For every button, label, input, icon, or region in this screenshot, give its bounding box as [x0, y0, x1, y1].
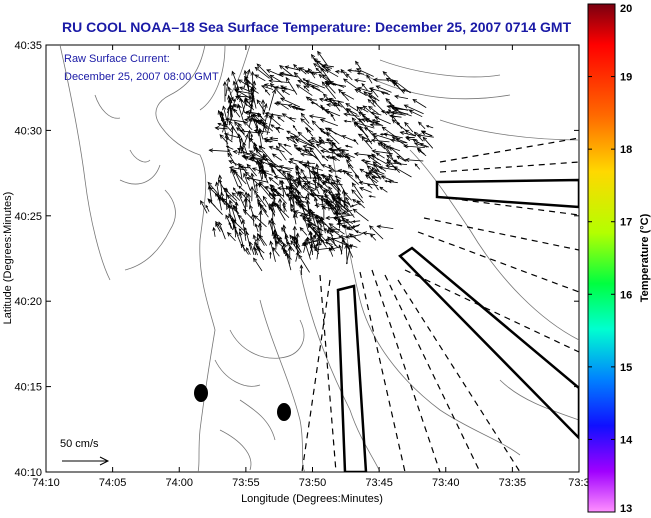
scale-arrow [62, 456, 110, 466]
y-tick-label: 40:10 [14, 467, 42, 479]
radar-dashed-lines [301, 137, 579, 472]
x-tick-label: 73:40 [432, 477, 460, 489]
x-tick-label: 73:55 [232, 477, 260, 489]
colorbar-tick-label: 14 [620, 434, 633, 446]
y-tick-label: 40:15 [14, 382, 42, 394]
colorbar-label: Temperature (°C) [639, 213, 651, 302]
x-axis-label: Longitude (Degrees:Minutes) [241, 493, 383, 505]
colorbar-tick-label: 16 [620, 289, 632, 301]
y-tick-label: 40:25 [14, 211, 42, 223]
colorbar-tick-label: 18 [620, 144, 632, 156]
colorbar-tick-label: 17 [620, 217, 632, 229]
x-tick-label: 73:50 [299, 477, 327, 489]
x-tick-label: 73:45 [365, 477, 393, 489]
x-tick-label: 74:10 [32, 477, 60, 489]
subtitle-line2: December 25, 2007 08:00 GMT [64, 71, 219, 83]
buoy-marker [194, 384, 208, 402]
current-vectors [200, 50, 434, 276]
y-tick-label: 40:20 [14, 296, 42, 308]
buoy-marker [277, 403, 291, 421]
subtitle-line1: Raw Surface Current: [64, 53, 170, 65]
colorbar-tick-label: 15 [620, 362, 632, 374]
x-tick-label: 74:05 [99, 477, 127, 489]
plot-frame [45, 44, 580, 473]
x-axis: 74:10 74:05 74:00 73:55 73:50 73:45 73:40 73:35… [32, 45, 590, 489]
y-tick-label: 40:30 [14, 125, 42, 137]
x-tick-label: 74:00 [165, 477, 193, 489]
thick-track-polygons [336, 178, 579, 472]
map-title: RU COOL NOAA–18 Sea Surface Temperature:… [62, 19, 572, 35]
y-axis: 40:35 40:30 40:25 40:20 40:15 40:10 [14, 40, 579, 479]
colorbar-tick-label: 20 [620, 3, 632, 15]
colorbar-tick-label: 13 [620, 503, 632, 515]
y-tick-label: 40:35 [14, 40, 42, 52]
bathymetry-contours [59, 45, 579, 472]
colorbar-ticks: 20 19 18 17 16 15 14 13 [588, 3, 633, 515]
colorbar-tick-label: 19 [620, 72, 632, 84]
x-tick-label: 73:3 [568, 477, 589, 489]
y-axis-label: Latitude (Degrees:Minutes) [2, 192, 14, 325]
x-tick-label: 73:35 [499, 477, 527, 489]
colorbar [587, 3, 616, 513]
scale-label: 50 cm/s [60, 438, 99, 450]
